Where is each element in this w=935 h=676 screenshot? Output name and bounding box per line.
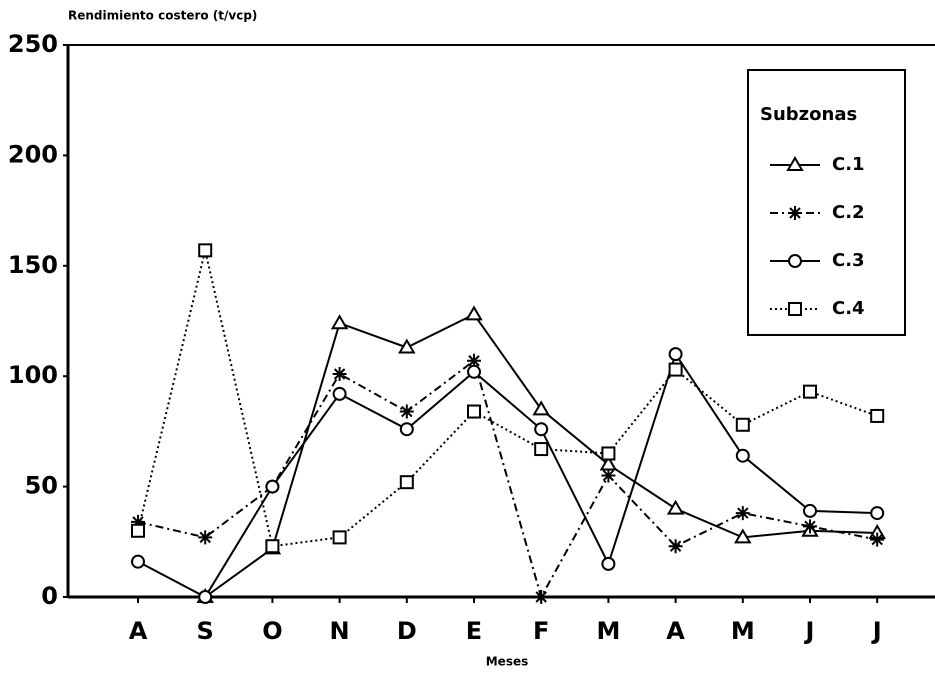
marker — [668, 362, 683, 377]
marker — [265, 479, 280, 494]
y-tick-label: 50 — [25, 472, 58, 500]
marker — [467, 353, 481, 368]
y-tick-label: 200 — [8, 140, 58, 168]
y-tick-label: 0 — [41, 582, 58, 610]
legend-label: C.2 — [832, 202, 865, 223]
marker — [332, 530, 347, 545]
marker — [870, 506, 885, 521]
marker — [788, 254, 802, 268]
marker — [131, 514, 145, 529]
marker — [332, 386, 347, 401]
y-tick-label: 250 — [8, 30, 58, 58]
marker — [534, 422, 549, 437]
x-tick-label: A — [666, 617, 685, 645]
marker — [870, 532, 885, 547]
legend-label: C.1 — [832, 154, 865, 175]
x-tick-label: F — [533, 617, 549, 645]
marker — [330, 314, 349, 330]
marker — [399, 404, 414, 419]
x-tick-label: E — [466, 617, 482, 645]
marker — [198, 530, 213, 545]
marker — [735, 417, 750, 432]
marker — [601, 556, 616, 571]
marker — [198, 590, 213, 604]
marker — [265, 539, 280, 554]
marker — [532, 400, 550, 416]
legend-title: Subzonas — [760, 104, 857, 125]
marker — [332, 366, 347, 381]
marker — [668, 539, 683, 554]
legend-label: C.3 — [832, 250, 865, 271]
marker — [870, 408, 885, 423]
x-tick-label: A — [129, 617, 148, 645]
x-tick-label: M — [596, 617, 620, 645]
series-line — [137, 250, 878, 548]
marker — [803, 503, 817, 518]
marker — [735, 506, 750, 521]
y-tick-label: 150 — [8, 251, 58, 279]
marker — [788, 206, 802, 220]
marker — [735, 448, 750, 463]
marker — [198, 243, 213, 258]
marker — [467, 364, 481, 379]
marker — [131, 554, 145, 569]
x-tick-label: S — [197, 617, 214, 645]
marker — [465, 305, 483, 321]
marker — [666, 499, 685, 515]
marker — [398, 338, 416, 354]
marker — [467, 404, 481, 419]
marker — [601, 446, 616, 461]
legend-label: C.4 — [832, 298, 865, 319]
marker — [786, 156, 804, 171]
marker — [803, 384, 817, 399]
marker — [734, 528, 752, 544]
x-tick-label: J — [804, 617, 815, 645]
x-tick-label: O — [262, 617, 282, 645]
marker — [534, 590, 549, 604]
series-line — [137, 359, 878, 600]
x-tick-label: D — [397, 617, 417, 645]
marker — [668, 347, 683, 362]
marker — [534, 442, 549, 457]
x-tick-label: M — [731, 617, 755, 645]
series-line — [137, 351, 878, 599]
x-tick-label: N — [330, 617, 350, 645]
legend-box — [747, 69, 906, 336]
marker — [788, 302, 802, 316]
chart-title: Rendimiento costero (t/vcp) — [68, 9, 257, 23]
marker — [601, 468, 616, 483]
marker — [399, 475, 414, 490]
marker — [399, 422, 414, 437]
x-tick-label: J — [871, 617, 882, 645]
y-tick-label: 100 — [8, 361, 58, 389]
x-axis-label: Meses — [486, 655, 529, 669]
marker — [131, 523, 145, 538]
marker — [803, 519, 817, 534]
